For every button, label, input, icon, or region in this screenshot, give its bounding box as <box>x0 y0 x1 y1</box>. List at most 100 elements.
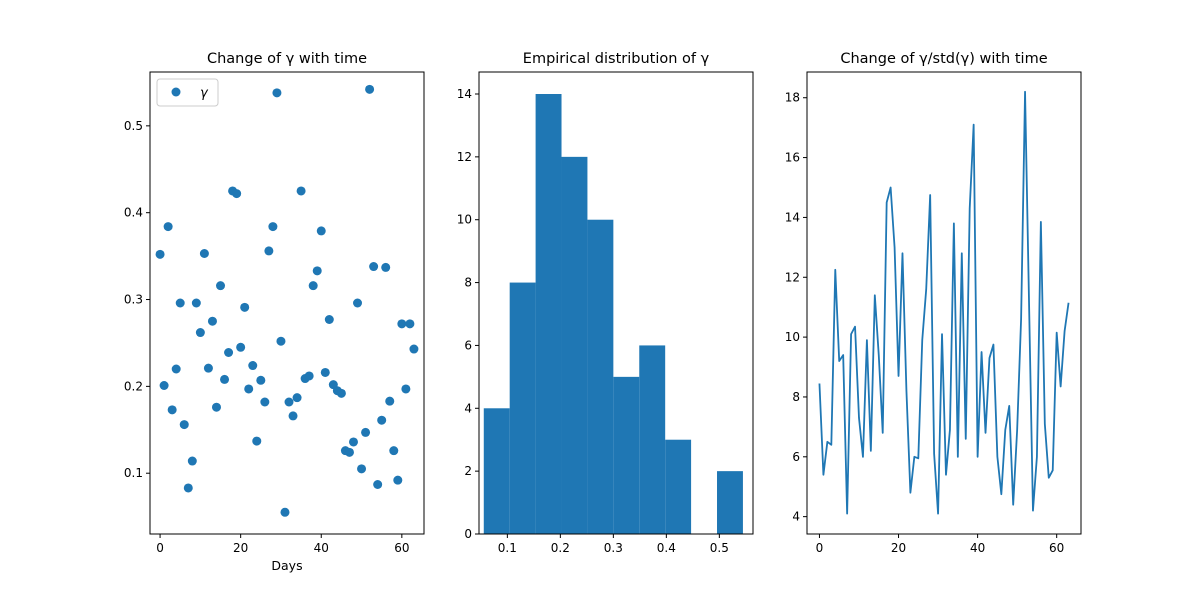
x-tick-label: 0 <box>816 541 824 555</box>
y-tick-label: 0.4 <box>124 206 143 220</box>
scatter-point <box>256 375 266 385</box>
scatter-point <box>260 397 270 407</box>
y-tick-label: 12 <box>785 270 800 284</box>
scatter-point <box>288 411 298 421</box>
scatter-point <box>199 249 209 258</box>
histogram-bar <box>483 408 510 534</box>
scatter-point <box>409 344 419 354</box>
y-tick-label: 0.3 <box>124 293 143 307</box>
y-tick-label: 18 <box>785 91 800 105</box>
scatter-point <box>344 447 354 457</box>
x-tick-label: 0.2 <box>551 541 570 555</box>
scatter-point <box>401 384 411 394</box>
scatter-point <box>236 342 246 352</box>
scatter-point <box>336 388 346 398</box>
scatter-point <box>159 381 169 390</box>
legend-label: γ <box>200 86 209 101</box>
y-tick-label: 0.2 <box>124 379 143 393</box>
y-tick-label: 2 <box>464 464 472 478</box>
x-tick-label: 0.5 <box>710 541 729 555</box>
x-tick-label: 40 <box>314 541 329 555</box>
y-tick-label: 16 <box>785 151 800 165</box>
scatter-point <box>312 266 322 276</box>
scatter-point <box>175 298 185 308</box>
scatter-point <box>191 298 201 308</box>
x-tick-label: 0 <box>156 541 164 555</box>
scatter-point <box>316 226 326 236</box>
scatter-point <box>240 302 250 312</box>
scatter-point <box>296 186 306 196</box>
scatter-point <box>252 436 262 446</box>
scatter-point <box>183 483 193 493</box>
y-tick-label: 14 <box>457 87 472 101</box>
scatter-point <box>232 189 242 199</box>
x-axis-label: Days <box>271 558 302 573</box>
scatter-point <box>389 446 399 456</box>
scatter-point <box>348 437 358 447</box>
scatter-point <box>385 396 395 406</box>
series-line <box>818 90 1070 515</box>
scatter-point <box>377 415 387 425</box>
histogram-bar <box>613 376 640 534</box>
y-tick-label: 6 <box>464 338 472 352</box>
scatter-point <box>393 475 403 485</box>
x-tick-label: 0.3 <box>604 541 623 555</box>
legend-marker <box>171 87 181 97</box>
scatter-point <box>361 427 371 437</box>
y-tick-label: 4 <box>792 510 800 524</box>
scatter-point <box>195 328 205 338</box>
scatter-point <box>308 281 318 291</box>
scatter-point <box>264 246 274 256</box>
axes-frame <box>478 71 754 535</box>
histogram-panel: 0.1 0.2 0.3 0.4 0.5 0 2 4 6 8 10 12 14 Empirical dist… <box>457 51 754 555</box>
legend: γ <box>156 78 219 107</box>
histogram-bar <box>561 156 588 534</box>
histogram-bar <box>639 345 666 534</box>
y-tick-label: 6 <box>792 450 800 464</box>
scatter-point <box>397 319 407 329</box>
x-tick-label: 0.4 <box>657 541 676 555</box>
scatter-point <box>324 315 334 324</box>
scatter-point <box>292 393 302 403</box>
scatter-point <box>369 262 379 272</box>
scatter-point <box>248 361 258 371</box>
scatter-point <box>220 374 230 384</box>
line-panel: 0 20 40 60 4 6 8 10 12 14 16 18 Change of γ/std(γ) w… <box>785 51 1082 555</box>
scatter-point <box>272 88 282 98</box>
scatter-point <box>284 397 294 407</box>
scatter-point <box>171 364 181 374</box>
scatter-point <box>304 371 314 381</box>
scatter-point <box>224 348 234 357</box>
scatter-point <box>155 249 165 259</box>
histogram-bar <box>717 471 743 534</box>
y-tick-label: 12 <box>457 150 472 164</box>
scatter-point <box>280 507 290 517</box>
scatter-point <box>244 384 254 394</box>
scatter-point <box>187 456 197 466</box>
scatter-point <box>320 367 330 377</box>
panel-title: Empirical distribution of γ <box>523 51 710 67</box>
y-tick-label: 8 <box>464 276 472 290</box>
scatter-point <box>353 298 363 308</box>
y-tick-label: 0 <box>464 527 472 541</box>
scatter-point <box>207 316 217 326</box>
scatter-point <box>211 402 221 412</box>
panel-title: Change of γ/std(γ) with time <box>840 51 1047 67</box>
scatter-point <box>365 84 375 94</box>
histogram-bar <box>587 219 614 534</box>
legend-frame <box>156 78 219 107</box>
y-tick-label: 4 <box>464 401 472 415</box>
x-tick-label: 60 <box>394 541 409 555</box>
x-tick-label: 40 <box>970 541 985 555</box>
scatter-point <box>268 222 278 232</box>
y-tick-label: 10 <box>457 213 472 227</box>
scatter-point <box>357 464 367 474</box>
panel-title: Change of γ with time <box>207 51 367 67</box>
scatter-point <box>167 405 177 415</box>
x-tick-label: 60 <box>1049 541 1064 555</box>
scatter-point <box>373 480 383 489</box>
histogram-bar <box>535 94 562 534</box>
scatter-point <box>405 319 415 329</box>
x-tick-label: 20 <box>891 541 906 555</box>
